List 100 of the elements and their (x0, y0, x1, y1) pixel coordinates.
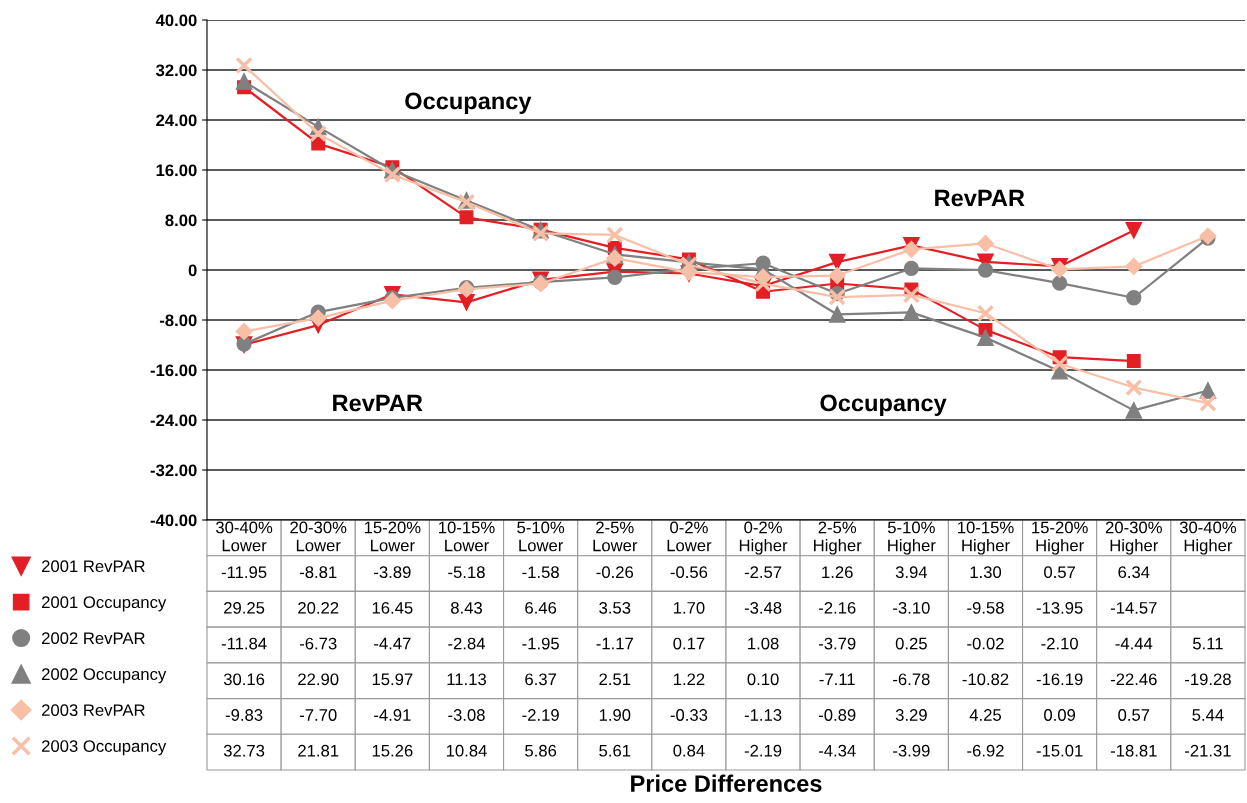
data-label: 5.61 (599, 744, 631, 757)
data-label: -2.57 (744, 566, 782, 579)
data-label: -9.58 (967, 601, 1004, 614)
data-label: 5.44 (1192, 709, 1224, 721)
data-label: -0.26 (596, 566, 634, 579)
data-label: 30.16 (223, 673, 265, 686)
legend-label: 2003 Occupancy (42, 740, 167, 756)
annotation: RevPAR (333, 394, 423, 412)
y-tick-label: -8.00 (159, 314, 197, 327)
data-label: 6.37 (525, 673, 557, 686)
x-tick-label: 10-15% Lower (439, 521, 495, 552)
y-tick-label: 32.00 (155, 64, 197, 77)
data-label: -8.81 (299, 566, 337, 579)
data-label: -22.46 (1110, 673, 1157, 686)
data-label: -2.19 (744, 744, 782, 757)
y-tick-label: -32.00 (150, 464, 197, 477)
data-label: 1.08 (748, 637, 779, 650)
data-label: 1.90 (599, 709, 631, 721)
annotation: Occupancy (820, 394, 947, 417)
x-tick-label: 15-20% Lower (364, 521, 421, 552)
data-label: 16.45 (372, 601, 413, 614)
data-label: -6.92 (967, 744, 1004, 757)
data-label: 3.53 (599, 601, 631, 614)
data-label: 5.86 (525, 744, 557, 757)
x-tick-label: 2-5% Higher (814, 521, 862, 555)
data-label: 8.43 (451, 601, 482, 614)
data-label: -6.78 (893, 673, 930, 686)
data-label: 15.97 (372, 673, 413, 686)
data-label: -3.08 (448, 709, 485, 721)
data-label: 0.17 (673, 637, 705, 650)
data-label: 21.81 (298, 744, 339, 757)
y-tick-label: 8.00 (165, 214, 197, 227)
x-tick-label: 10-15% Higher (958, 521, 1014, 555)
text: Price Differences (631, 774, 822, 792)
data-label: 3.29 (895, 709, 927, 721)
data-label: -7.70 (299, 709, 337, 721)
x-tick-label: 15-20% Higher (1032, 521, 1088, 555)
data-label: -18.81 (1110, 744, 1157, 757)
y-tick-label: 0 (188, 264, 197, 277)
data-label: -4.34 (818, 744, 856, 757)
data-label: -15.01 (1036, 744, 1083, 757)
legend-label: 2002 Occupancy (42, 668, 167, 684)
x-tick-label: 2-5% Lower (593, 521, 638, 552)
x-tick-label: 20-30% Lower (290, 521, 347, 552)
data-label: 1.22 (673, 673, 705, 686)
x-tick-label: 30-40% Higher (1179, 521, 1237, 555)
data-label: -3.99 (893, 744, 930, 757)
data-label: -2.19 (522, 709, 559, 721)
data-label: -0.02 (967, 637, 1004, 650)
data-label: -6.73 (299, 637, 337, 650)
data-label: 1.26 (822, 566, 853, 579)
y-tick-label: 24.00 (156, 114, 197, 127)
data-label: 4.25 (969, 709, 1002, 721)
y-tick-label: -16.00 (150, 364, 197, 377)
data-label: -11.95 (221, 566, 267, 579)
data-label: 0.57 (1118, 709, 1150, 721)
data-label: -10.82 (962, 673, 1009, 686)
legend-label: 2001 Occupancy (42, 596, 167, 612)
data-label: -19.28 (1185, 673, 1231, 686)
data-label: 22.90 (298, 673, 339, 686)
data-label: -2.10 (1041, 637, 1078, 650)
annotation: Occupancy (405, 92, 532, 115)
data-label: -21.31 (1185, 744, 1231, 757)
data-label: -2.84 (448, 637, 486, 650)
data-label: 6.34 (1118, 566, 1150, 579)
data-label: 0.25 (895, 637, 927, 650)
x-tick-label: 0-2% Higher (739, 521, 788, 555)
data-label: -0.89 (818, 709, 856, 721)
legend-label: 2002 RevPAR (42, 632, 145, 645)
data-label: 6.46 (525, 601, 557, 614)
data-label: -1.58 (522, 566, 559, 579)
data-label: 3.94 (895, 566, 928, 579)
data-label: -1.13 (744, 709, 782, 721)
data-label: 1.70 (673, 601, 705, 614)
legend-label: 2001 RevPAR (42, 560, 145, 573)
data-label: -1.95 (522, 637, 559, 650)
data-label: 5.11 (1192, 637, 1223, 650)
data-label: -0.33 (670, 709, 708, 721)
data-label: 10.84 (446, 744, 487, 757)
data-label: 0.84 (673, 744, 705, 757)
annotation: RevPAR (935, 189, 1025, 207)
y-tick-label: 16.00 (156, 164, 197, 177)
data-label: -11.84 (221, 637, 267, 650)
data-label: 1.30 (970, 566, 1002, 579)
data-label: 15.26 (372, 744, 413, 757)
x-tick-label: 20-30% Higher (1105, 521, 1162, 555)
data-label: -2.16 (818, 601, 856, 614)
data-label: 32.73 (223, 744, 265, 757)
x-tick-label: 5-10% Lower (517, 521, 565, 552)
x-tick-label: 30-40% Lower (215, 521, 273, 552)
data-label: 20.22 (298, 601, 339, 614)
data-label: -3.10 (893, 601, 930, 614)
data-label: -16.19 (1036, 673, 1083, 686)
data-label: 0.57 (1044, 566, 1076, 579)
y-tick-label: -40.00 (150, 514, 197, 527)
x-tick-label: 0-2% Lower (667, 521, 712, 552)
data-label: -3.48 (744, 601, 782, 614)
data-label: -1.17 (596, 637, 633, 650)
data-label: -7.11 (819, 673, 855, 686)
data-label: -4.44 (1115, 637, 1153, 650)
